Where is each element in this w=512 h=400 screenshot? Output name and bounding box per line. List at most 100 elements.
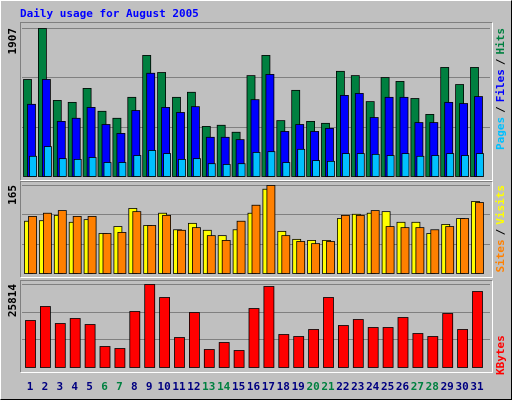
bar <box>87 216 97 274</box>
x-tick-label: 6 <box>101 380 108 393</box>
bar <box>446 153 455 177</box>
bar <box>58 158 67 177</box>
x-tick-label: 12 <box>187 380 200 393</box>
bar <box>25 320 36 368</box>
bar <box>385 226 395 274</box>
bar <box>355 214 365 274</box>
x-tick-label: 14 <box>217 380 231 393</box>
panel-bevel-light <box>20 280 493 373</box>
bar <box>371 153 380 177</box>
bar <box>206 235 216 274</box>
bar <box>367 327 379 368</box>
bar <box>297 148 306 177</box>
bar <box>207 163 216 177</box>
bar <box>29 155 37 177</box>
bar <box>427 336 439 368</box>
x-tick-label: 11 <box>172 380 186 393</box>
x-tick-label: 9 <box>146 380 153 393</box>
bar <box>248 308 260 368</box>
x-tick-label: 10 <box>157 380 170 393</box>
bar <box>237 163 246 177</box>
bar <box>472 291 483 368</box>
y-tick-label: 1907 <box>6 28 19 55</box>
x-tick-label: 22 <box>336 380 349 393</box>
bar <box>218 342 230 368</box>
bar <box>203 349 215 368</box>
bar <box>401 153 410 177</box>
bar <box>475 202 484 274</box>
legend-separator: / <box>494 228 507 235</box>
x-tick-label: 25 <box>381 380 394 393</box>
x-tick-label: 24 <box>366 380 380 393</box>
bar <box>445 226 455 274</box>
legend-entry: Files <box>494 69 507 102</box>
bar <box>40 306 51 368</box>
bar <box>102 233 112 274</box>
x-tick-label: 2 <box>42 380 49 393</box>
x-tick-label: 19 <box>292 380 305 393</box>
x-tick-label: 18 <box>277 380 290 393</box>
legend-entry: Visits <box>494 185 507 225</box>
bar <box>412 333 424 368</box>
panel-bevel-dark <box>20 280 493 373</box>
bar <box>129 311 141 368</box>
bar <box>221 240 231 274</box>
x-tick-label: 21 <box>321 380 335 393</box>
legend-entry: Sites <box>494 239 507 272</box>
legend-separator: / <box>494 58 507 65</box>
bar <box>400 227 410 274</box>
bar <box>159 297 171 368</box>
bar <box>251 204 261 274</box>
bar <box>461 155 470 177</box>
bar <box>132 211 142 274</box>
x-tick-label: 5 <box>86 380 93 393</box>
bar <box>460 218 470 274</box>
x-tick-label: 31 <box>470 380 484 393</box>
legend-entry: Hits <box>494 28 507 55</box>
bar <box>118 162 127 177</box>
x-tick-label: 28 <box>426 380 439 393</box>
bar <box>431 155 440 177</box>
bar <box>308 329 320 368</box>
bar <box>311 243 321 274</box>
panel-bevel-light <box>20 22 493 181</box>
x-tick-label: 1 <box>27 380 34 393</box>
bar <box>162 214 172 274</box>
x-tick-label: 23 <box>351 380 364 393</box>
legend-separator: / <box>494 106 507 113</box>
chart-title: Daily usage for August 2005 <box>20 7 199 20</box>
bar <box>382 327 394 368</box>
legend: Sites / Visits <box>494 185 507 273</box>
bar <box>370 210 380 274</box>
bar <box>266 185 276 274</box>
bar <box>54 323 66 368</box>
bar <box>57 210 67 274</box>
x-tick-label: 20 <box>306 380 319 393</box>
bar <box>188 312 200 368</box>
bar <box>281 235 291 274</box>
bar <box>356 153 365 177</box>
bar <box>442 313 454 368</box>
bar <box>44 146 52 177</box>
bar <box>312 160 321 177</box>
x-tick-label: 17 <box>262 380 275 393</box>
legend-entry: Pages <box>494 117 507 150</box>
x-tick-label: 4 <box>71 380 78 393</box>
x-tick-label: 7 <box>116 380 123 393</box>
bar <box>293 336 305 368</box>
bar <box>263 286 275 368</box>
x-tick-label: 16 <box>247 380 261 393</box>
bar <box>163 153 172 177</box>
bar <box>178 159 186 177</box>
bar <box>267 151 276 177</box>
bar <box>236 220 246 274</box>
bar <box>340 214 350 274</box>
bar <box>476 153 484 177</box>
x-tick-label: 13 <box>202 380 215 393</box>
bar <box>177 229 186 274</box>
x-tick-label: 26 <box>396 380 410 393</box>
bar <box>114 348 126 368</box>
bar <box>174 337 185 368</box>
bar <box>341 153 350 177</box>
